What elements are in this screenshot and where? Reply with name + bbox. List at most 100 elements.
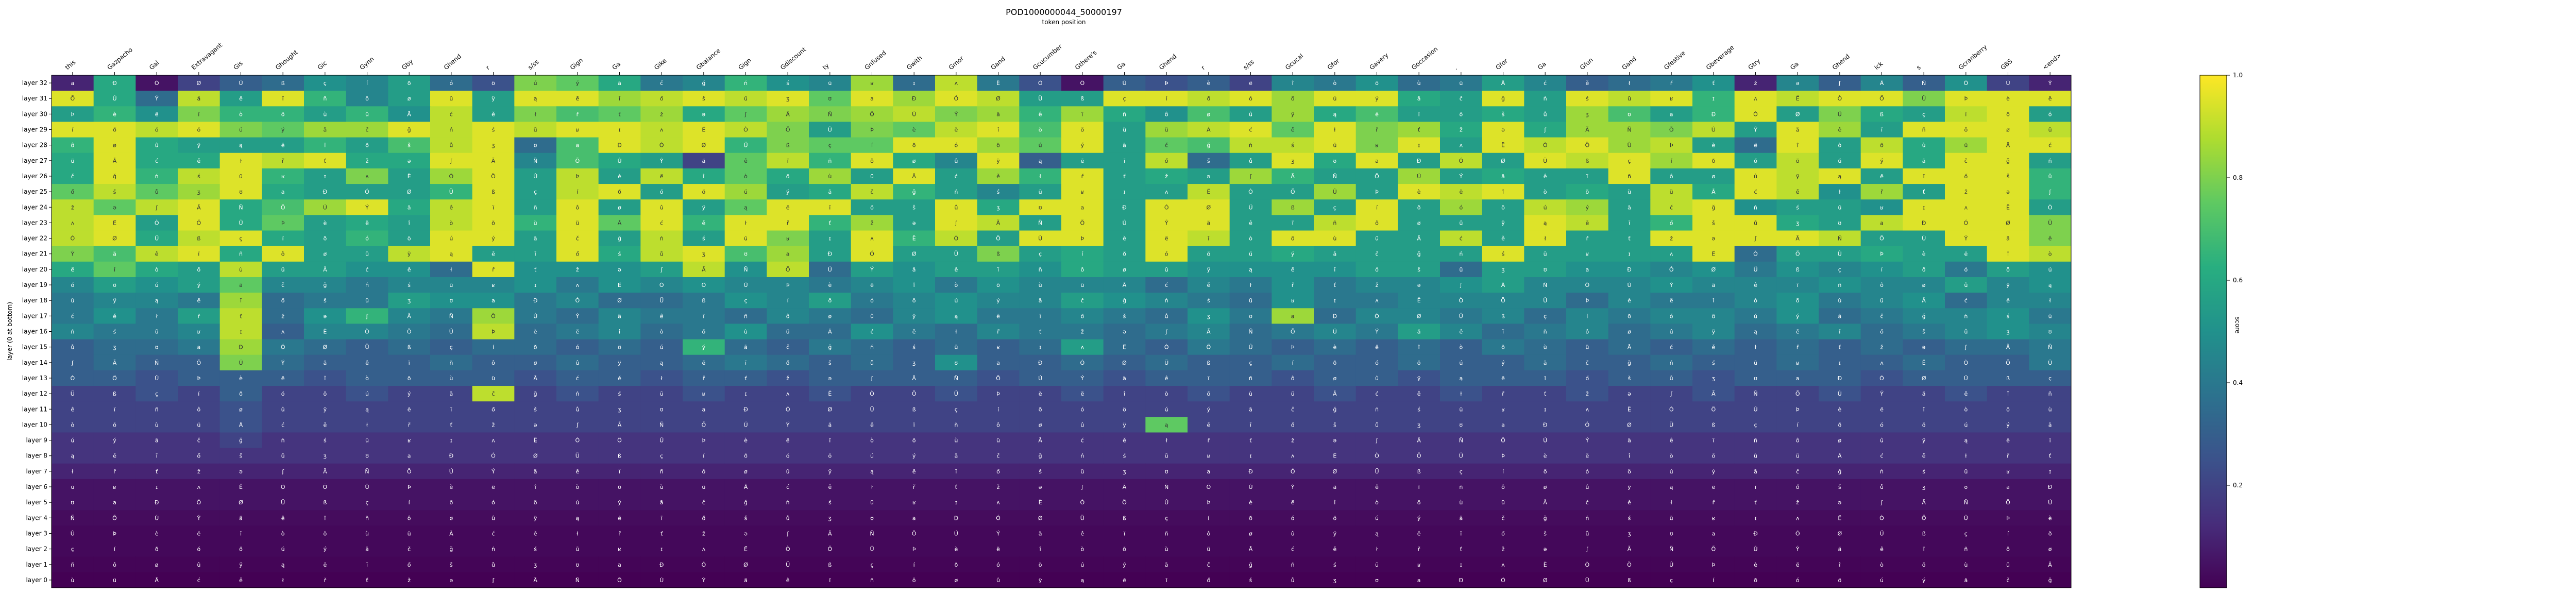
heatmap-cell xyxy=(1524,246,1567,262)
cell-token-label: û xyxy=(954,158,958,164)
cell-token-label: ï xyxy=(113,406,116,413)
cell-token-label: Þ xyxy=(1081,235,1084,242)
x-tick-label: Gcranberry xyxy=(1957,43,1989,71)
heatmap-cell xyxy=(1987,401,2029,417)
heatmap-cell xyxy=(93,106,136,122)
cell-token-label: ä xyxy=(408,204,411,211)
cell-token-label: ū xyxy=(1628,95,1631,102)
cell-token-label: ä xyxy=(618,313,621,319)
cell-token-label: ğ xyxy=(113,173,116,180)
cell-token-label: ů xyxy=(71,344,74,351)
heatmap-cell xyxy=(472,277,515,293)
cell-token-label: š xyxy=(1544,530,1547,537)
cell-token-label: ʊ xyxy=(828,95,832,102)
heatmap-cell xyxy=(935,261,978,278)
heatmap-cell xyxy=(851,137,893,154)
heatmap-cell xyxy=(93,293,136,309)
cell-token-label: ə xyxy=(1628,390,1631,397)
cell-token-label: ő xyxy=(786,360,790,366)
cell-token-label: š xyxy=(1628,375,1631,382)
heatmap-cell xyxy=(178,122,221,138)
heatmap-cell xyxy=(1061,91,1104,107)
heatmap-cell xyxy=(1860,463,1903,480)
heatmap-cell xyxy=(1692,308,1735,324)
cell-token-label: č xyxy=(1880,313,1883,319)
heatmap-cell xyxy=(1819,401,1861,417)
cell-token-label: ë xyxy=(1754,142,1757,149)
heatmap-cell xyxy=(1398,339,1440,355)
cell-token-label: ř xyxy=(1586,235,1589,242)
x-tick-label: Gand xyxy=(989,55,1006,71)
heatmap-cell xyxy=(1860,91,1903,107)
cell-token-label: ß xyxy=(1207,360,1210,366)
cell-token-label: Ö xyxy=(1627,562,1632,568)
heatmap-cell xyxy=(135,448,178,464)
cell-token-label: ī xyxy=(450,406,452,413)
cell-token-label: ä xyxy=(1039,530,1042,537)
heatmap-cell xyxy=(1061,137,1104,154)
heatmap-cell xyxy=(1103,525,1146,542)
heatmap-cell xyxy=(851,199,893,215)
cell-token-label: Ó xyxy=(575,297,580,304)
heatmap-cell xyxy=(1734,261,1777,278)
heatmap-cell xyxy=(1145,199,1188,215)
cell-token-label: í xyxy=(787,297,789,304)
cell-token-label: Ã xyxy=(618,421,622,428)
cell-token-label: ʃ xyxy=(1838,80,1841,87)
heatmap-cell xyxy=(1229,510,1272,526)
cell-token-label: Þ xyxy=(281,219,285,226)
cell-token-label: î xyxy=(113,266,116,273)
heatmap-cell xyxy=(1776,386,1819,402)
cell-token-label: Ã xyxy=(197,204,201,211)
x-tick-label: Gfor xyxy=(1326,57,1341,71)
cell-token-label: ö xyxy=(1501,204,1505,211)
cell-token-label: ő xyxy=(1796,484,1800,490)
heatmap-cell xyxy=(1355,199,1398,215)
cell-token-label: ñ xyxy=(71,562,74,568)
cell-token-label: ī xyxy=(156,453,158,460)
heatmap-cell xyxy=(135,432,178,449)
heatmap-cell xyxy=(514,479,557,495)
heatmap-cell xyxy=(893,199,936,215)
cell-token-label: ø xyxy=(323,251,327,258)
cell-token-label: Ö xyxy=(1501,297,1505,304)
heatmap-cell xyxy=(1103,277,1146,293)
cell-token-label: Ë xyxy=(534,437,537,444)
heatmap-cell xyxy=(304,261,347,278)
heatmap-cell xyxy=(556,525,599,542)
heatmap-cell xyxy=(388,184,431,200)
heatmap-cell xyxy=(1692,432,1735,449)
heatmap-cell xyxy=(1860,354,1903,371)
x-tick-label: Gand xyxy=(1620,55,1637,71)
heatmap-cell xyxy=(1903,184,1945,200)
heatmap-cell xyxy=(1860,525,1903,542)
cell-token-label: ą xyxy=(1333,111,1336,117)
cell-token-label: ÿ xyxy=(996,158,1000,164)
cell-token-label: è xyxy=(1838,406,1841,413)
x-tick-label: Gbalance xyxy=(695,47,722,71)
cell-token-label: Ý xyxy=(996,530,1000,537)
cell-token-label: ř xyxy=(1670,80,1673,87)
heatmap-cell xyxy=(1819,541,1861,557)
heatmap-cell xyxy=(1061,463,1104,480)
cell-token-label: ë xyxy=(954,127,958,133)
heatmap-cell xyxy=(52,122,94,138)
heatmap-cell xyxy=(346,215,388,231)
cell-token-label: Ó xyxy=(281,344,285,351)
cell-token-label: Þ xyxy=(1291,344,1295,351)
cell-token-label: ɪ xyxy=(1754,515,1756,521)
cell-token-label: ð xyxy=(1838,421,1841,428)
heatmap-cell xyxy=(556,572,599,588)
heatmap-cell xyxy=(1440,448,1483,464)
cell-token-label: ğ xyxy=(1838,468,1841,475)
heatmap-cell xyxy=(935,277,978,293)
cell-token-label: ä xyxy=(2006,235,2010,242)
cell-token-label: ç xyxy=(1039,251,1042,258)
cell-token-label: Û xyxy=(1122,80,1126,87)
cell-token-label: ø xyxy=(744,468,748,475)
heatmap-cell xyxy=(1440,75,1483,91)
heatmap-cell xyxy=(1229,339,1272,355)
heatmap-cell xyxy=(1819,293,1861,309)
heatmap-cell xyxy=(1188,572,1230,588)
